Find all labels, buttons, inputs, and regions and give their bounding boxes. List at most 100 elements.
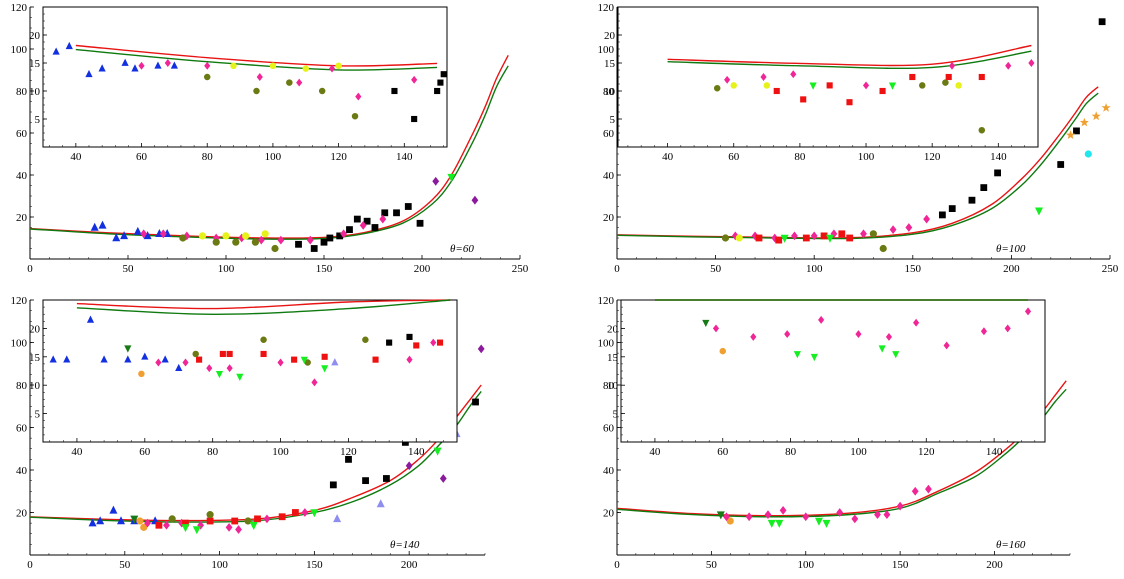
- inset-top-right: 40 60 80 100 120 140 5 10 15 20: [604, 6, 1039, 163]
- main-x-tick-label: 100: [211, 559, 228, 571]
- inset-data-point: [943, 341, 950, 350]
- inset-data-point: [750, 332, 757, 341]
- data-point: [346, 226, 353, 233]
- data-point: [183, 231, 191, 241]
- main-y-tick-label: 60: [603, 423, 615, 435]
- inset-data-point: [888, 82, 897, 90]
- inset-x-tick-label: 140: [986, 446, 1003, 458]
- inset-data-point: [436, 339, 444, 346]
- main-y-tick-label: 20: [16, 212, 28, 224]
- inset-data-point: [1005, 61, 1012, 70]
- data-point: [433, 447, 442, 456]
- data-point: [329, 481, 337, 489]
- inset-x-tick-label: 140: [396, 151, 413, 163]
- main-x-tick-label: 200: [414, 263, 431, 275]
- data-point: [948, 205, 956, 212]
- inset-data-point: [810, 353, 818, 362]
- main-x-tick-label: 150: [316, 263, 333, 275]
- data-point: [182, 519, 189, 527]
- data-point: [721, 234, 730, 242]
- main-y-tick-label: 60: [16, 423, 28, 435]
- inset-curve-curve_red: [75, 44, 438, 67]
- inset-data-point: [980, 327, 988, 336]
- main-x-tick-label: 100: [218, 263, 235, 275]
- data-point: [472, 398, 479, 406]
- inset-data-point: [331, 358, 339, 366]
- data-point: [192, 526, 201, 535]
- main-curve-curve_green: [616, 92, 1099, 240]
- data-point: [179, 234, 187, 242]
- inset-bottom-left: 40 60 80 100 120 140 5 10 15 20: [29, 299, 458, 458]
- inset-data-point: [978, 73, 985, 81]
- data-point: [254, 515, 261, 523]
- data-point: [257, 235, 265, 245]
- data-point: [767, 519, 776, 528]
- inset-data-point: [945, 73, 952, 81]
- inset-data-point: [909, 73, 916, 81]
- main-y-tick-label: 100: [11, 338, 28, 350]
- data-point: [764, 510, 772, 520]
- inset-data-point: [260, 336, 267, 344]
- data-point: [836, 508, 844, 517]
- data-point: [869, 230, 877, 238]
- inset-data-point: [411, 115, 418, 123]
- data-point: [471, 195, 479, 205]
- data-point: [404, 203, 412, 210]
- data-point: [896, 501, 904, 511]
- inset-data-point: [437, 79, 444, 86]
- inset-x-tick-label: 120: [340, 446, 357, 458]
- data-point: [802, 512, 810, 522]
- data-point: [198, 232, 207, 240]
- inset-data-point: [321, 353, 328, 360]
- data-point: [1073, 127, 1080, 135]
- data-point: [310, 509, 319, 518]
- data-point: [320, 238, 328, 246]
- data-point: [383, 475, 390, 482]
- inset-x-tick-label: 100: [265, 151, 282, 163]
- main-y-tick-label: 60: [16, 128, 28, 140]
- inset-data-point: [730, 82, 737, 89]
- data-point: [726, 517, 734, 525]
- inset-data-point: [304, 359, 311, 366]
- inset-y-tick-label: 10: [607, 380, 619, 392]
- data-point: [1091, 111, 1101, 121]
- inset-x-tick-label: 120: [330, 151, 347, 163]
- data-point: [306, 235, 314, 245]
- data-point: [1098, 18, 1106, 26]
- inset-data-point: [182, 358, 189, 367]
- data-point: [120, 231, 129, 240]
- data-point: [1035, 207, 1044, 216]
- data-point: [846, 234, 854, 242]
- inset-data-point: [318, 87, 326, 95]
- inset-data-point: [253, 87, 260, 95]
- main-y-tick-label: 20: [603, 508, 615, 520]
- inset-data-point: [773, 87, 780, 95]
- data-point: [405, 461, 413, 471]
- inset-data-point: [878, 345, 886, 353]
- data-point: [751, 231, 759, 241]
- inset-data-point: [351, 112, 359, 120]
- data-point: [838, 230, 846, 238]
- inset-x-tick-label: 60: [728, 151, 740, 163]
- inset-data-point: [100, 355, 108, 363]
- inset-data-point: [86, 315, 95, 323]
- data-point: [336, 232, 344, 240]
- inset-data-point: [175, 363, 183, 372]
- data-point: [371, 224, 379, 231]
- data-point: [345, 455, 352, 463]
- inset-data-point: [131, 64, 139, 72]
- inset-data-point: [406, 355, 413, 364]
- data-point: [860, 229, 867, 239]
- inset-data-point: [826, 82, 833, 89]
- data-point: [1101, 103, 1111, 112]
- data-point: [825, 234, 834, 243]
- inset-data-point: [355, 92, 362, 101]
- main-y-tick-label: 120: [11, 295, 28, 307]
- data-point: [168, 515, 176, 523]
- inset-y-tick-label: 20: [29, 30, 41, 42]
- inset-curve-curve_red: [667, 44, 1032, 67]
- inset-data-point: [948, 61, 956, 70]
- inset-data-point: [170, 61, 178, 69]
- inset-data-point: [713, 84, 721, 92]
